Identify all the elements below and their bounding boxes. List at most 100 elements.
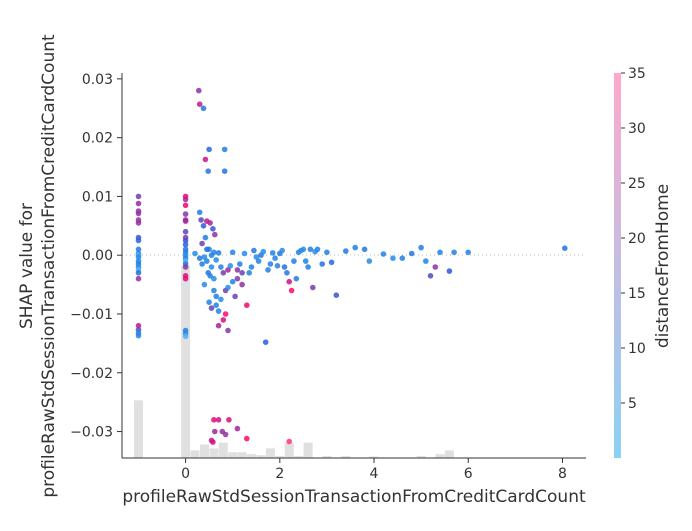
data-point-81 [262, 339, 269, 346]
data-point-103 [390, 255, 396, 261]
data-point-108 [427, 273, 434, 279]
data-point-137 [284, 270, 290, 276]
data-point-152 [212, 231, 218, 238]
data-point-48 [206, 146, 212, 153]
histogram-bar-11 [275, 456, 285, 458]
histogram-bar-2 [190, 450, 200, 458]
data-point-38 [182, 264, 189, 270]
data-point-92 [310, 284, 316, 291]
data-point-144 [213, 293, 219, 300]
y-tick-label-1: 0.02 [82, 131, 113, 147]
data-point-28 [182, 228, 189, 235]
data-point-53 [198, 217, 204, 223]
data-point-124 [225, 267, 231, 273]
data-point-154 [204, 218, 210, 224]
data-point-24 [182, 202, 189, 209]
data-point-43 [182, 333, 189, 340]
histogram-bar-6 [228, 452, 238, 458]
histogram-bar-0 [134, 400, 143, 459]
data-point-96 [328, 259, 335, 266]
data-point-121 [215, 250, 222, 256]
data-point-133 [265, 267, 271, 273]
data-point-131 [255, 258, 262, 264]
data-point-143 [211, 287, 217, 294]
histogram-bar-5 [218, 442, 228, 458]
histogram-bar-7 [237, 452, 247, 458]
data-point-11 [135, 254, 142, 260]
data-point-165 [286, 438, 293, 445]
x-ticks-layer: 0 2 4 6 8 [181, 458, 567, 482]
colorbar-ticks-layer: 5 10 15 20 25 30 35 [621, 66, 646, 412]
data-point-74 [232, 293, 238, 300]
data-point-156 [215, 417, 222, 423]
data-point-114 [562, 245, 568, 251]
data-point-91 [305, 264, 311, 270]
axes-layer [121, 73, 586, 459]
data-point-40 [182, 275, 189, 282]
data-point-130 [251, 247, 257, 254]
histogram-bar-4 [209, 448, 219, 458]
data-point-122 [218, 264, 224, 270]
histogram-bar-19 [435, 454, 445, 458]
colorbar-tick-label-0: 5 [628, 396, 637, 412]
data-point-163 [234, 425, 241, 432]
y-tick-label-4: −0.01 [70, 307, 113, 323]
colorbar [614, 73, 621, 458]
y-ticks-layer: 0.03 0.02 0.01 0.00 −0.01 −0.02 −0.03 [70, 72, 122, 441]
data-point-72 [215, 322, 222, 329]
data-point-149 [239, 270, 245, 276]
x-tick-label-4: 8 [558, 466, 567, 482]
data-point-75 [234, 275, 241, 282]
data-point-83 [272, 255, 278, 261]
data-point-5 [135, 220, 142, 226]
data-point-71 [220, 317, 227, 323]
data-point-61 [208, 264, 215, 270]
colorbar-tick-label-6: 35 [628, 66, 646, 82]
data-point-99 [352, 244, 359, 251]
histogram-bar-14 [303, 442, 313, 458]
histogram-bar-10 [265, 448, 275, 458]
histogram-bar-15 [322, 456, 332, 458]
histogram-bar-16 [341, 456, 351, 458]
data-point-79 [253, 254, 260, 260]
data-point-50 [221, 146, 228, 153]
data-point-67 [213, 302, 219, 309]
histogram-bar-13 [294, 456, 304, 458]
histogram-bar-1 [181, 265, 191, 458]
data-point-30 [182, 237, 189, 244]
data-point-63 [207, 273, 213, 279]
data-point-3 [135, 210, 142, 217]
data-point-27 [182, 218, 189, 224]
data-point-86 [286, 278, 293, 285]
data-point-146 [225, 284, 231, 291]
data-point-44 [196, 87, 202, 94]
data-point-111 [446, 268, 453, 274]
data-point-70 [222, 311, 229, 317]
data-point-123 [220, 270, 227, 276]
data-point-78 [248, 264, 255, 270]
data-point-140 [302, 258, 309, 264]
histogram-bar-3 [200, 444, 209, 458]
data-point-64 [211, 275, 217, 282]
data-point-150 [215, 308, 222, 314]
data-point-21 [135, 332, 142, 339]
data-point-17 [135, 275, 142, 282]
histogram-bar-17 [369, 456, 379, 458]
data-point-66 [208, 305, 215, 311]
data-point-158 [212, 428, 218, 435]
y-tick-label-5: −0.02 [70, 366, 113, 382]
data-point-85 [281, 264, 288, 270]
data-point-31 [182, 241, 189, 248]
data-point-97 [333, 292, 340, 299]
data-point-109 [432, 264, 439, 270]
data-point-135 [274, 263, 281, 269]
data-point-87 [288, 287, 295, 294]
data-point-73 [225, 327, 231, 334]
data-point-128 [241, 250, 248, 257]
data-point-104 [399, 255, 406, 261]
data-point-25 [182, 211, 189, 217]
data-point-115 [192, 250, 198, 257]
data-point-0 [135, 193, 142, 200]
data-point-7 [135, 237, 142, 244]
